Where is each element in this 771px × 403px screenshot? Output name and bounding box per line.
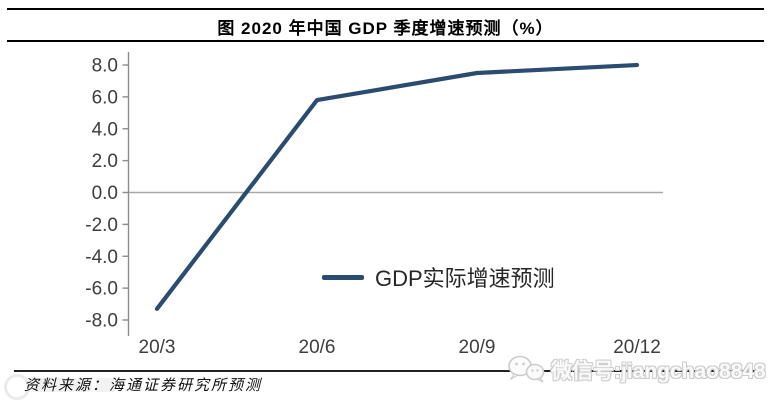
footer-rule bbox=[14, 370, 759, 372]
chart-title: 图 2020 年中国 GDP 季度增速预测（%） bbox=[217, 19, 554, 38]
x-tick-label: 20/6 bbox=[299, 337, 336, 358]
legend-label: GDP实际增速预测 bbox=[375, 266, 555, 291]
x-tick-label: 20/9 bbox=[459, 337, 496, 358]
y-tick-label: 2.0 bbox=[92, 151, 118, 172]
wechat-watermark: 微信号:jiangchao8848 bbox=[506, 353, 766, 387]
y-tick-label: 8.0 bbox=[92, 56, 118, 77]
watermark-block bbox=[32, 378, 92, 392]
legend-line-swatch bbox=[322, 274, 364, 280]
y-tick-label: -8.0 bbox=[85, 311, 118, 332]
header-top-rule bbox=[7, 8, 764, 10]
y-tick-label: -6.0 bbox=[85, 279, 118, 300]
x-tick-label: 20/3 bbox=[139, 337, 176, 358]
wechat-icon bbox=[508, 355, 545, 383]
watermark-circle-icon bbox=[4, 374, 30, 400]
source-text: 资料来源：海通证券研究所预测 bbox=[24, 378, 263, 394]
y-tick-label: 0.0 bbox=[92, 183, 118, 204]
x-tick-label: 20/12 bbox=[613, 337, 661, 358]
wechat-id-text: 微信号:jiangchao8848 bbox=[551, 360, 766, 383]
watermark-logo bbox=[2, 372, 122, 400]
legend: GDP实际增速预测 bbox=[322, 261, 555, 293]
y-tick-label: -2.0 bbox=[85, 215, 118, 236]
y-tick-label: 6.0 bbox=[92, 87, 118, 108]
watermark-block bbox=[96, 378, 114, 392]
gdp-series-line bbox=[154, 62, 640, 311]
y-tick-label: 4.0 bbox=[92, 119, 118, 140]
y-tick-label: -4.0 bbox=[85, 247, 118, 268]
header-bottom-rule bbox=[7, 40, 764, 42]
